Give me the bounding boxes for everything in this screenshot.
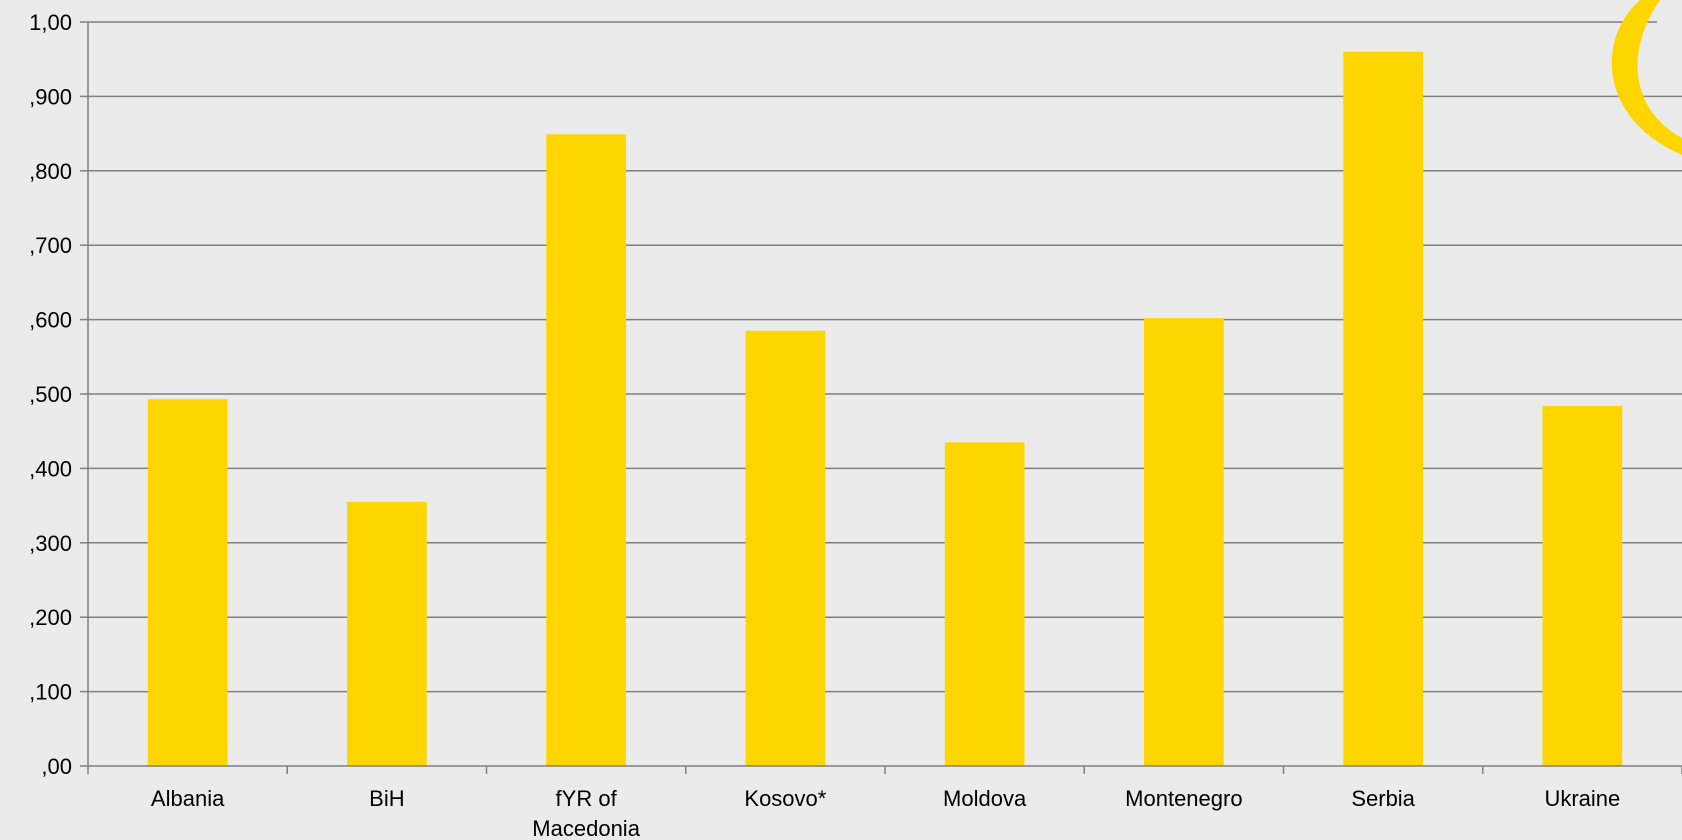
y-tick-label: ,600 (29, 308, 72, 333)
axes (80, 21, 1682, 774)
x-tick-labels: Albania BiH fYR of Macedonia Kosovo* Moldova M… (151, 786, 1620, 840)
x-tick-label: Ukraine (1544, 786, 1620, 811)
x-tick-label: Albania (151, 786, 225, 811)
bar (1144, 318, 1224, 766)
y-tick-label: ,500 (29, 382, 72, 407)
bar (1343, 51, 1423, 766)
crescent-logo-inner-icon (1656, 0, 1682, 95)
bar (147, 399, 228, 766)
bars (147, 51, 1623, 766)
x-tick-label: Kosovo* (744, 786, 826, 811)
x-tick-label: Montenegro (1125, 786, 1242, 811)
x-tick-label: Moldova (943, 786, 1027, 811)
y-tick-label: ,400 (29, 456, 72, 481)
x-tick-label: BiH (369, 786, 404, 811)
gridlines (88, 21, 1682, 693)
crescent-logo-icon (1611, 0, 1682, 155)
y-tick-label: ,200 (29, 605, 72, 630)
bar (347, 501, 427, 766)
y-tick-label: ,00 (41, 754, 72, 779)
y-tick-label: ,700 (29, 233, 72, 258)
bar (745, 330, 826, 766)
y-tick-label: 1,00 (29, 10, 72, 35)
bar (1542, 405, 1623, 766)
y-tick-label: ,900 (29, 84, 72, 109)
bar (944, 442, 1025, 766)
x-tick-label: fYR of Macedonia (532, 786, 640, 840)
x-tick-label: Serbia (1351, 786, 1415, 811)
logo-icon (1611, 0, 1682, 155)
y-tick-labels: ,00 ,100 ,200 ,300 ,400 ,500 ,600 ,700 ,800 ,900 1… (29, 10, 72, 779)
y-tick-label: ,300 (29, 531, 72, 556)
y-tick-label: ,800 (29, 159, 72, 184)
y-tick-label: ,100 (29, 680, 72, 705)
bar (546, 134, 626, 766)
